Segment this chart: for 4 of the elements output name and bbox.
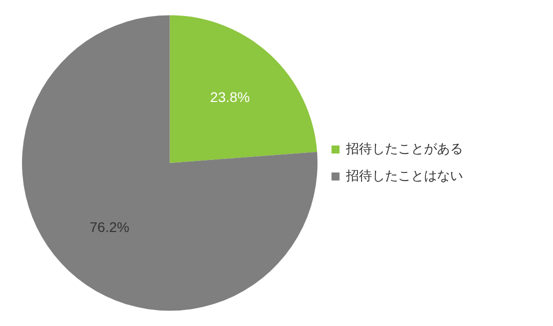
legend-label: 招待したことはない: [345, 168, 463, 184]
data-label: 23.8%: [210, 88, 250, 105]
data-label: 76.2%: [90, 218, 130, 235]
legend-label: 招待したことがある: [345, 142, 463, 157]
